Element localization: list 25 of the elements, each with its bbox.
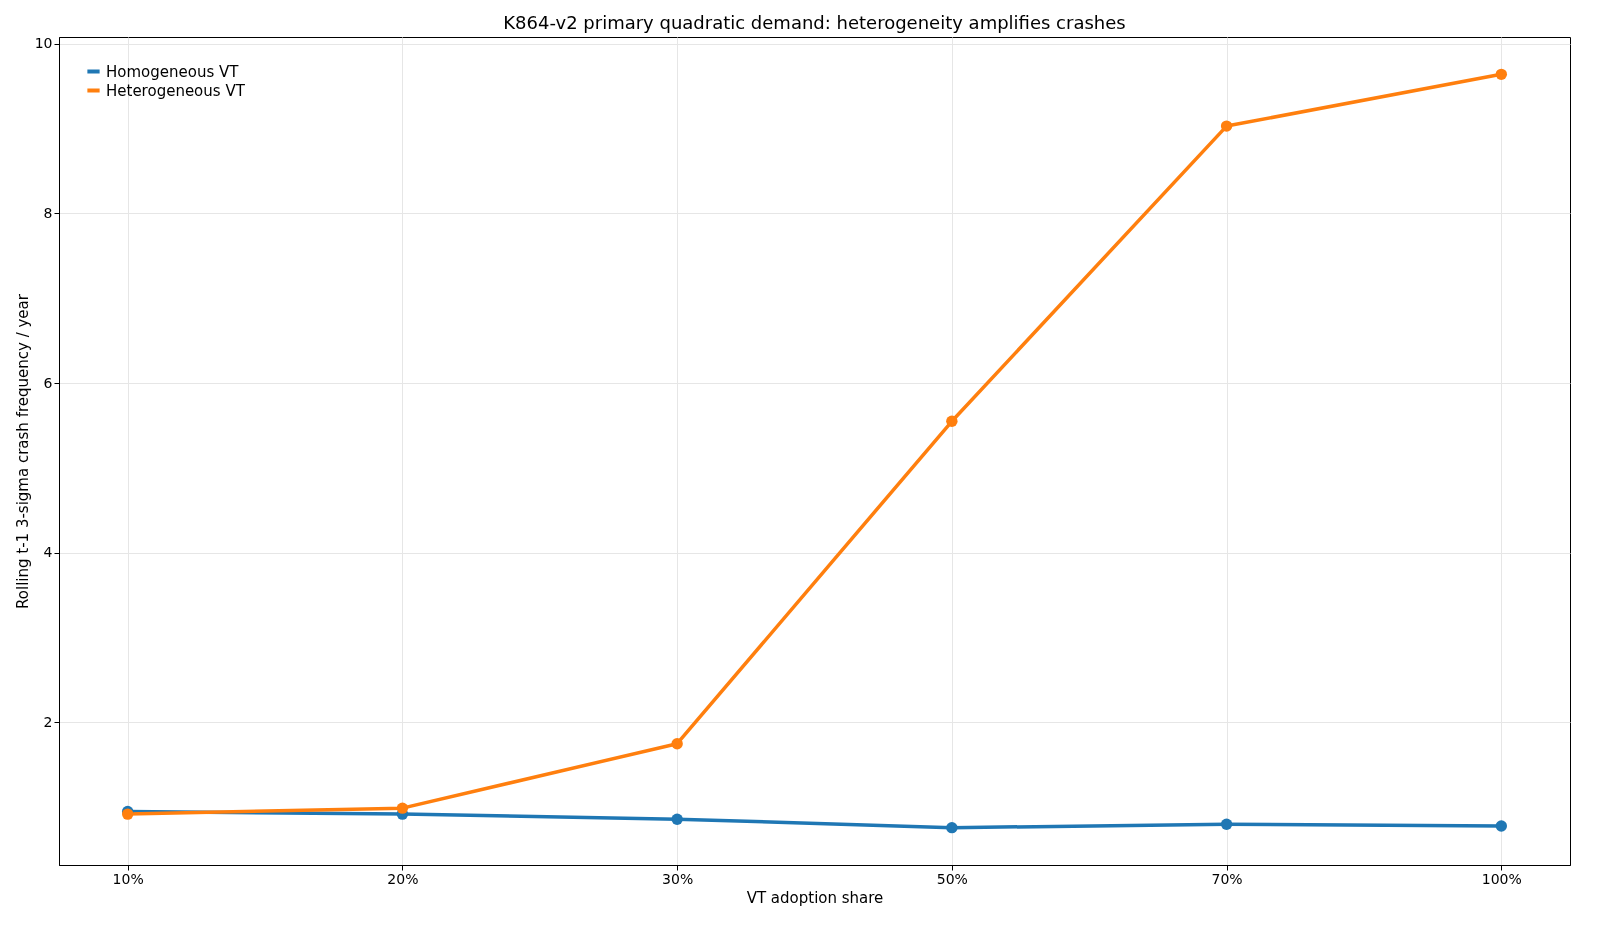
point (671, 737, 683, 750)
y-tick-label: 10 (34, 35, 53, 52)
point (1220, 818, 1233, 830)
point (946, 415, 958, 427)
x-tick-label: 70% (1211, 870, 1243, 887)
point (1495, 820, 1508, 832)
point (1220, 120, 1233, 132)
legend-label: Heterogeneous VT (106, 81, 246, 100)
point (671, 813, 683, 825)
point (396, 802, 409, 814)
x-tick-label: 100% (1481, 870, 1522, 887)
x-tick-label: 10% (112, 870, 144, 887)
y-tick-label: 6 (43, 374, 53, 391)
y-tick-label: 4 (43, 544, 53, 561)
y-tick-label: 2 (43, 713, 53, 730)
y-axis-title: Rolling t-1 3-sigma crash frequency / year (13, 293, 32, 609)
point (1495, 68, 1508, 81)
point (946, 821, 958, 834)
y-tick-label: 8 (43, 204, 53, 221)
chart-title: K864-v2 primary quadratic demand: heterogeneity amplifies crashes (503, 11, 1126, 33)
legend-label: Homogeneous VT (106, 62, 240, 81)
x-tick-label: 30% (662, 870, 694, 887)
x-axis-title: VT adoption share (746, 888, 884, 907)
x-tick-label: 20% (387, 870, 419, 887)
x-tick-label: 50% (936, 870, 968, 887)
